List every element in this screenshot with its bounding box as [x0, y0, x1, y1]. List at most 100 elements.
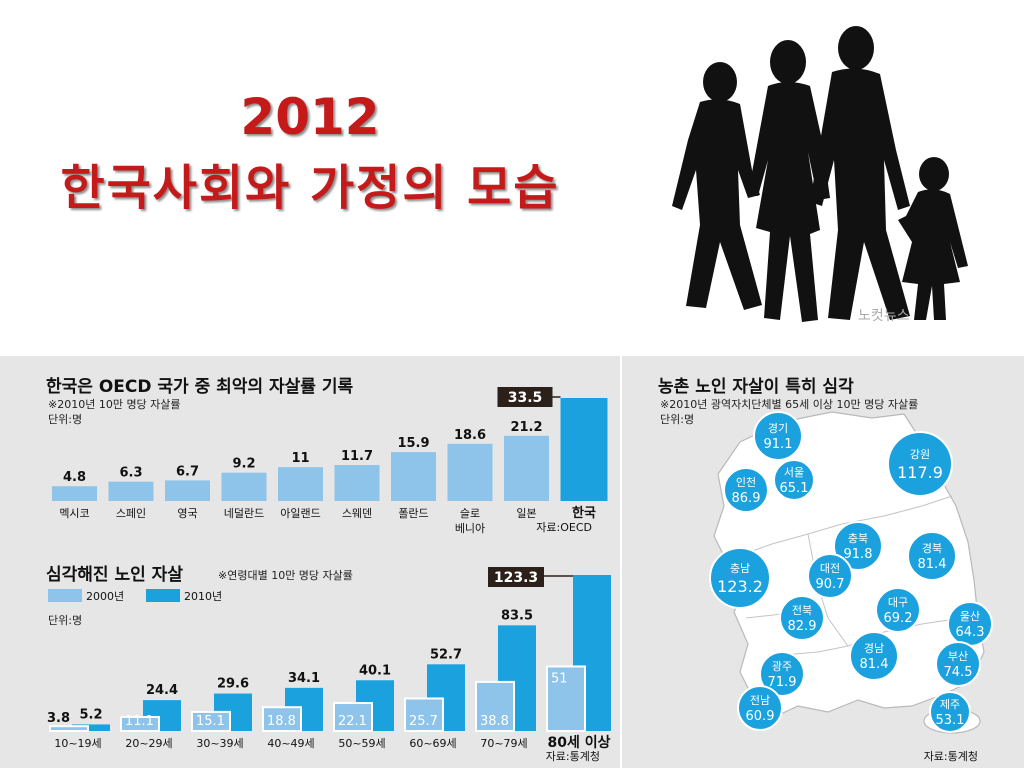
- chart1-value-label: 18.6: [454, 428, 486, 443]
- map-region-name: 충남: [730, 562, 750, 575]
- map-region-value: 71.9: [768, 675, 797, 690]
- chart2-legend-label-2000: 2000년: [86, 590, 124, 603]
- chart1-category-label: 아일랜드: [280, 506, 320, 520]
- chart2-category-label: 50~59세: [338, 737, 385, 750]
- chart2-highlight-box: [488, 567, 544, 587]
- map-region-name: 인천: [736, 475, 756, 489]
- chart1-category-label: 일본: [516, 506, 536, 520]
- chart2-value-label-2010: 29.6: [217, 677, 249, 692]
- map-region-name: 충북: [848, 532, 868, 545]
- map-bubble: [907, 531, 957, 581]
- map-bubble: [875, 587, 921, 633]
- map-region-value: 81.4: [860, 657, 889, 672]
- chart1-value-label: 21.2: [510, 420, 542, 435]
- map-region-name: 제주: [940, 698, 960, 711]
- chart1-bar: [334, 465, 380, 501]
- chart2-unit: 단위:명: [48, 614, 83, 627]
- chart1-value-label: 6.3: [119, 466, 142, 481]
- chart2-bar-2000: [404, 697, 444, 733]
- map-region-name: 전남: [750, 694, 770, 707]
- silhouette-head: [919, 157, 949, 191]
- chart2-value-label-2000: 51: [551, 671, 568, 686]
- chart2-value-label-2000: 22.1: [338, 714, 367, 729]
- map-bubble: [773, 459, 815, 501]
- chart1-bar: [560, 398, 608, 501]
- chart1-value-label: 11.7: [341, 449, 373, 464]
- watermark-text: 노컷뉴스: [858, 308, 910, 324]
- chart1-value-label: 33.5: [508, 390, 543, 406]
- chart1-bar: [447, 443, 493, 501]
- map-bubble: [753, 411, 803, 461]
- chart1-bar: [278, 467, 323, 501]
- chart1-bar: [391, 452, 436, 501]
- map-bubble: [833, 521, 883, 571]
- silhouette-head: [770, 40, 806, 84]
- chart1-category-label: 폴란드: [398, 507, 428, 520]
- map-title: 농촌 노인 자살이 특히 심각: [658, 377, 854, 397]
- map-bubble: [779, 595, 825, 641]
- chart2-category-label: 60~69세: [409, 737, 456, 750]
- chart2-source: 자료:통계청: [546, 750, 600, 763]
- chart2-bar-2000: [191, 710, 231, 733]
- map-region-borders: [737, 495, 963, 657]
- silhouette-head: [703, 62, 737, 102]
- chart2-value-label-2000: 18.8: [267, 714, 296, 729]
- chart2-legend-swatch-2010: [146, 589, 180, 602]
- silhouette-head: [838, 26, 874, 70]
- map-region-value: 117.9: [897, 463, 943, 482]
- chart2-subtitle: ※연령대별 10만 명당 자살률: [218, 569, 353, 582]
- chart1-value-label: 15.9: [397, 436, 429, 451]
- chart1-category-label: 멕시코: [59, 507, 89, 520]
- map-bubble: [929, 691, 971, 733]
- map-region-value: 81.4: [918, 557, 947, 572]
- chart1-category-label: 슬로: [460, 507, 480, 520]
- chart1-bar: [504, 435, 549, 501]
- chart1-bar: [165, 480, 210, 501]
- map-region-value: 53.1: [936, 713, 965, 728]
- chart2-category-label: 10~19세: [54, 737, 101, 750]
- chart1-category-label: 스웨덴: [342, 507, 372, 520]
- silhouette-body: [748, 82, 830, 322]
- chart1-value-label: 4.8: [63, 470, 86, 485]
- map-bubble: [807, 553, 853, 599]
- map-bubble: [723, 467, 769, 513]
- chart1-subtitle: ※2010년 10만 명당 자살률: [48, 398, 181, 411]
- chart1-category-label: 영국: [177, 507, 197, 520]
- infographic-left-panel: 한국은 OECD 국가 중 최악의 자살률 기록 ※2010년 10만 명당 자…: [0, 356, 620, 768]
- map-region-value: 64.3: [956, 625, 985, 640]
- map-bubble: [709, 547, 771, 609]
- map-region-name: 울산: [960, 610, 980, 623]
- chart2-bar-2000: [333, 702, 373, 733]
- map-bubble: [887, 431, 953, 497]
- chart2-value-label-2010: 83.5: [501, 608, 533, 623]
- infographic-right-panel: 농촌 노인 자살이 특히 심각 ※2010년 광역자치단체별 65세 이상 10…: [622, 356, 1024, 768]
- chart2-value-label-2010: 40.1: [359, 663, 391, 678]
- family-silhouette-image: 노컷뉴스: [672, 26, 968, 324]
- chart2-value-label-2000: 15.1: [196, 714, 225, 729]
- silhouette-body: [898, 189, 968, 320]
- map-region-value: 123.2: [717, 577, 763, 596]
- chart2-bar-2000: [546, 665, 586, 733]
- map-subtitle: ※2010년 광역자치단체별 65세 이상 10만 명당 자살률: [660, 398, 919, 411]
- chart2-category-label: 40~49세: [267, 737, 314, 750]
- map-region-name: 경기: [768, 422, 788, 435]
- chart1-title: 한국은 OECD 국가 중 최악의 자살률 기록: [46, 377, 354, 397]
- chart2-value-label-2010: 123.3: [494, 570, 538, 586]
- chart2-value-label-2000: 11.1: [125, 714, 154, 729]
- map-region-value: 60.9: [746, 709, 775, 724]
- chart1-bar: [221, 472, 267, 501]
- map-bubble: [935, 641, 981, 687]
- chart2-category-label: 80세 이상: [548, 734, 611, 751]
- map-region-value: 82.9: [788, 619, 817, 634]
- chart1-value-label: 6.7: [176, 464, 199, 479]
- chart2-category-label: 30~39세: [196, 737, 243, 750]
- map-region-name: 전북: [792, 604, 812, 617]
- map-source: 자료:통계청: [924, 750, 978, 763]
- map-bubble: [849, 631, 899, 681]
- map-bubble: [759, 651, 805, 697]
- map-bubble: [737, 685, 783, 731]
- map-unit: 단위:명: [660, 413, 695, 426]
- chart2-value-label-2010: 52.7: [430, 647, 462, 662]
- chart1-oecd-suicide-rate: 4.8 멕시코 6.3 스페인 6.7 영국 9.2 네덜란드 11 아일랜드 11.7 스웨덴 15.…: [52, 387, 608, 535]
- korea-region-map: 경기 91.1 서울 65.1 인천 86.9 강원 117.9 충북 91.8 충남 123.2 대전…: [709, 411, 993, 763]
